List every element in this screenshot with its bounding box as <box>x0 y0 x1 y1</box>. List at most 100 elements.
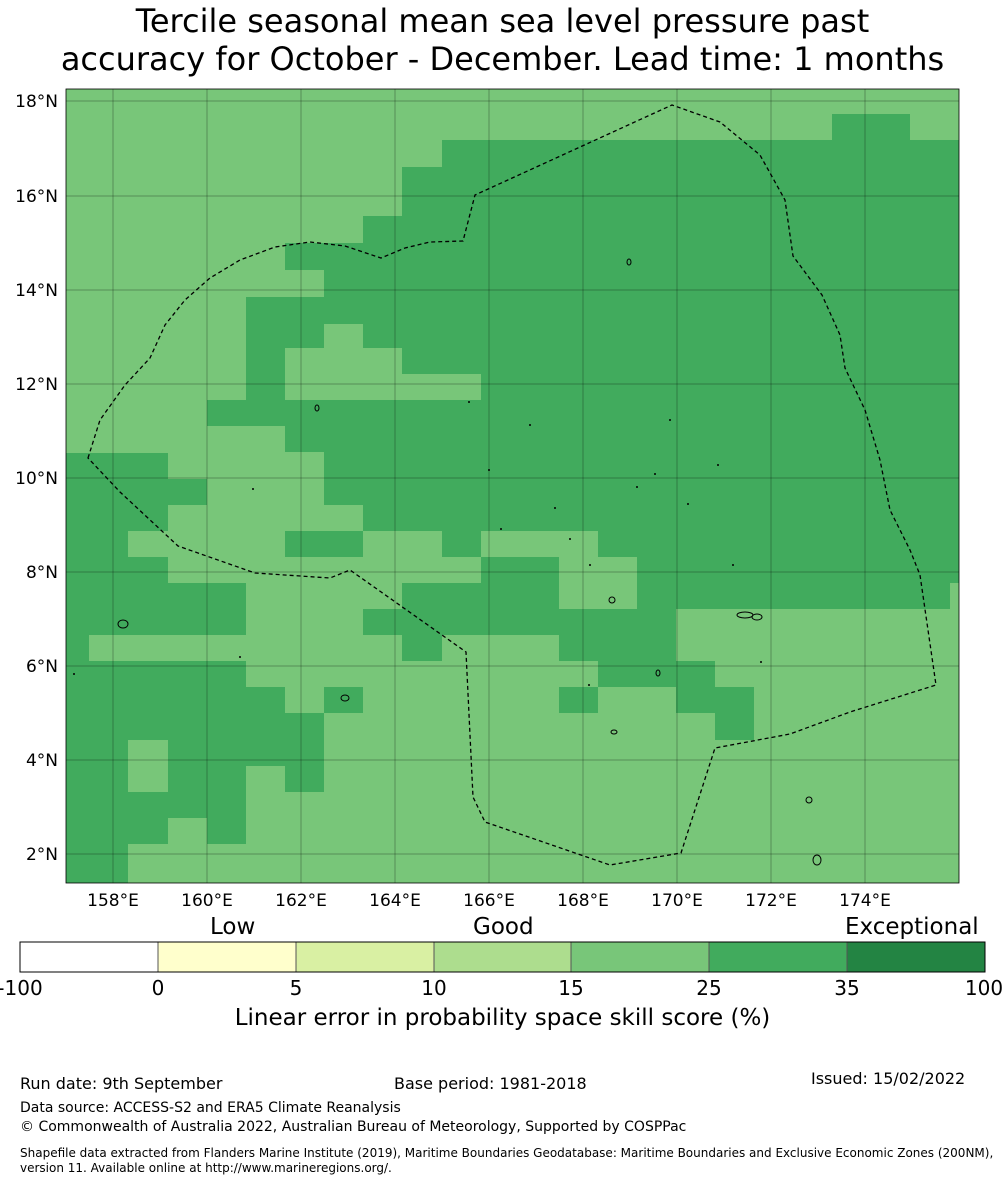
colorbar-tick: 25 <box>696 976 722 1000</box>
grid-cell <box>66 687 285 713</box>
island-dot <box>654 473 656 475</box>
grid-cell <box>66 844 128 883</box>
eez-boundary-line <box>87 104 937 866</box>
island-dot <box>687 503 689 505</box>
colorbar-tick: 15 <box>558 976 584 1000</box>
island-dot <box>468 401 470 403</box>
longitude-label: 168°E <box>557 891 609 911</box>
colorbar-segment <box>570 941 710 973</box>
issued-date: Issued: 15/02/2022 <box>811 1069 966 1088</box>
island-outline <box>314 404 320 412</box>
island-dot <box>500 528 502 530</box>
latitude-label: 14°N <box>15 281 58 301</box>
grid-cell <box>66 583 246 609</box>
island-outline <box>608 596 616 604</box>
island-outline <box>655 669 661 677</box>
island-dot <box>760 661 762 663</box>
grid-cell <box>402 635 442 661</box>
grid-cell <box>324 452 959 505</box>
grid-cell <box>481 557 559 583</box>
latitude-label: 10°N <box>15 469 58 489</box>
island-dot <box>529 424 531 426</box>
category-low: Low <box>210 914 256 940</box>
island-outline <box>805 796 813 804</box>
island-outline <box>751 613 763 621</box>
longitude-label: 160°E <box>181 891 233 911</box>
colorbar-segment <box>19 941 159 973</box>
island-dot <box>554 507 556 509</box>
grid-cell <box>66 505 168 531</box>
grid-cell <box>715 713 754 740</box>
island-dot <box>252 488 254 490</box>
grid-cell <box>324 687 363 713</box>
colorbar-segment <box>157 941 297 973</box>
grid-cell <box>246 348 285 400</box>
grid-cell <box>66 609 246 635</box>
longitude-label: 170°E <box>651 891 703 911</box>
latitude-label: 6°N <box>26 657 58 677</box>
grid-cell <box>481 374 959 400</box>
latitude-label: 4°N <box>26 751 58 771</box>
colorbar-segment <box>295 941 435 973</box>
grid-cell <box>168 740 324 766</box>
longitude-label: 174°E <box>839 891 891 911</box>
grid-cell <box>66 818 168 844</box>
grid-cell <box>66 557 168 583</box>
category-good: Good <box>473 914 534 940</box>
grid-cell <box>285 426 959 452</box>
island-dot <box>669 419 671 421</box>
latitude-label: 2°N <box>26 845 58 865</box>
grid-cell <box>402 348 959 374</box>
colorbar-segment <box>708 941 848 973</box>
latitude-label: 16°N <box>15 187 58 207</box>
grid-cell <box>324 270 959 297</box>
colorbar-tick: 10 <box>421 976 447 1000</box>
island-outline <box>812 854 822 866</box>
grid-cell <box>246 324 324 348</box>
island-dot <box>239 656 241 658</box>
island-dot <box>488 469 490 471</box>
shapefile-credit-line-2: version 11. Available online at http://w… <box>20 1161 392 1175</box>
grid-cell <box>285 766 324 792</box>
skill-grid <box>66 89 959 883</box>
grid-cell <box>442 140 832 167</box>
grid-cell <box>363 609 676 635</box>
grid-cell <box>66 661 246 687</box>
data-source: Data source: ACCESS-S2 and ERA5 Climate … <box>20 1100 401 1116</box>
grid-cell <box>363 216 959 243</box>
island-outline <box>626 258 632 266</box>
grid-cell <box>442 531 481 557</box>
colorbar-frame <box>19 941 986 973</box>
grid-cell <box>207 400 959 426</box>
grid-cell <box>66 453 168 479</box>
latitude-labels: 18°N 16°N 14°N 12°N 10°N 8°N 6°N 4°N 2°N <box>15 92 58 865</box>
run-date: Run date: 9th September <box>20 1074 223 1093</box>
colorbar-title: Linear error in probability space skill … <box>234 1005 771 1031</box>
grid-cell <box>285 531 363 557</box>
grid-cell <box>559 687 598 713</box>
grid-cell <box>598 531 959 557</box>
shapefile-credit: Shapefile data extracted from Flanders M… <box>20 1146 1005 1176</box>
grid-cell <box>676 687 754 713</box>
island-dot <box>569 538 571 540</box>
grid-cell <box>363 505 959 531</box>
grid-cell <box>402 583 559 609</box>
colorbar-segment <box>433 941 572 973</box>
map-frame <box>65 88 960 884</box>
island-outline <box>117 619 129 629</box>
title-line-2: accuracy for October - December. Lead ti… <box>60 40 945 78</box>
grid-cell <box>402 167 959 216</box>
longitude-label: 158°E <box>87 891 139 911</box>
island-outline <box>340 694 350 702</box>
longitude-labels: 158°E 160°E 162°E 164°E 166°E 168°E 170°E 172°E… <box>87 891 891 911</box>
grid-cell <box>363 324 959 348</box>
grid-cell <box>910 140 959 167</box>
map-gridlines <box>66 89 959 883</box>
grid-cell <box>66 479 207 505</box>
latitude-label: 8°N <box>26 563 58 583</box>
island-dot <box>73 673 75 675</box>
grid-cell <box>637 583 950 609</box>
island-outline <box>610 729 618 735</box>
island-dot <box>589 564 591 566</box>
